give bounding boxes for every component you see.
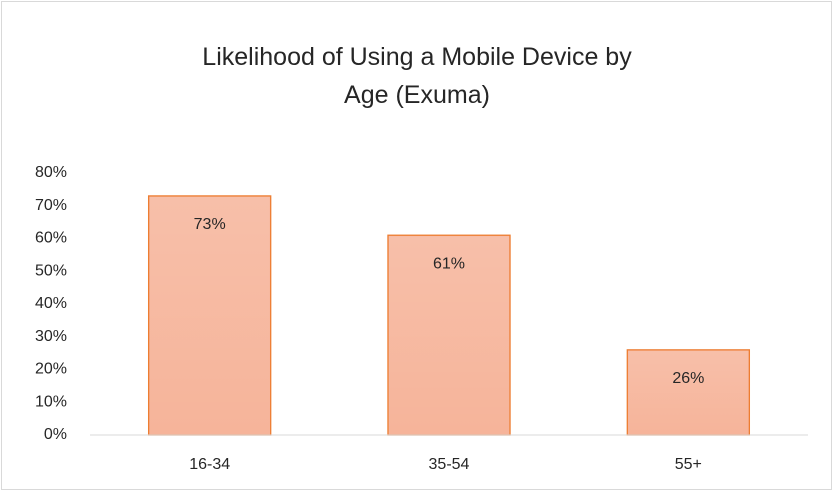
data-label: 61%: [433, 255, 465, 272]
x-tick-label: 35-54: [429, 456, 470, 473]
x-tick-label: 16-34: [189, 456, 230, 473]
y-tick-label: 70%: [35, 197, 67, 214]
data-label: 73%: [194, 216, 226, 233]
bar-shade: [388, 236, 510, 434]
y-tick-label: 10%: [35, 393, 67, 410]
data-label: 26%: [672, 370, 704, 387]
y-tick-label: 30%: [35, 328, 67, 345]
chart-title: Likelihood of Using a Mobile Device by A…: [202, 43, 632, 109]
x-tick-label: 55+: [675, 456, 702, 473]
y-tick-label: 40%: [35, 295, 67, 312]
y-tick-label: 20%: [35, 361, 67, 378]
y-tick-label: 80%: [35, 164, 67, 181]
bar-shade: [628, 350, 749, 434]
y-tick-label: 50%: [35, 262, 67, 279]
bar-shade: [149, 196, 270, 434]
y-tick-label: 0%: [44, 426, 67, 443]
y-tick-label: 60%: [35, 230, 67, 247]
